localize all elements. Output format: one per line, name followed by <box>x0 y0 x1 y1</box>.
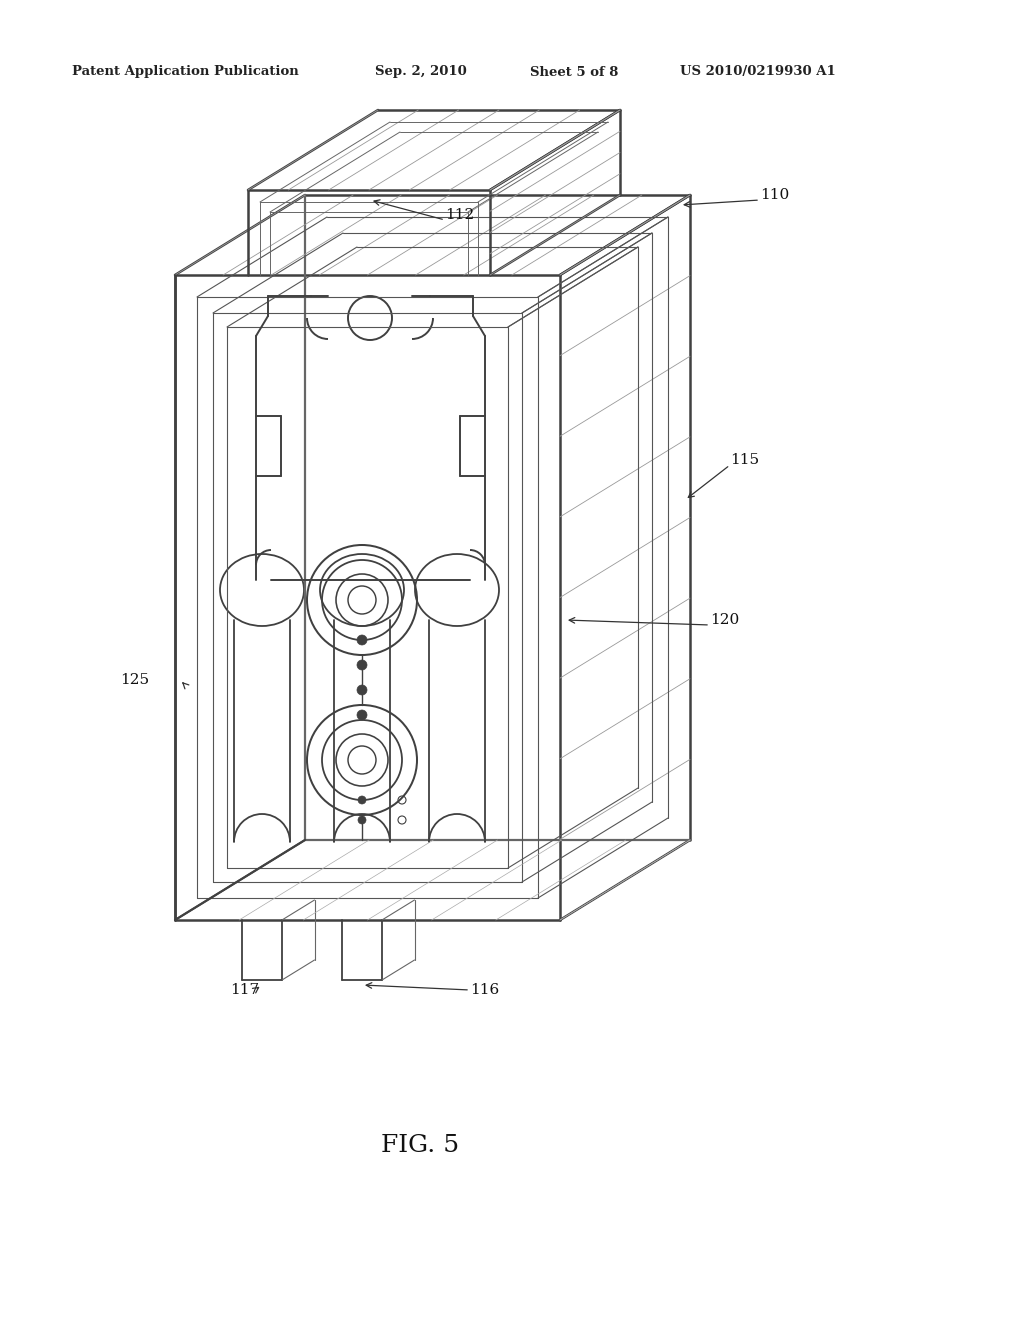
Text: 125: 125 <box>120 673 150 686</box>
Text: Sep. 2, 2010: Sep. 2, 2010 <box>375 66 467 78</box>
Circle shape <box>357 660 367 671</box>
Text: FIG. 5: FIG. 5 <box>381 1134 459 1156</box>
Circle shape <box>358 816 366 824</box>
Text: Patent Application Publication: Patent Application Publication <box>72 66 299 78</box>
Circle shape <box>357 685 367 696</box>
Text: 112: 112 <box>445 209 474 222</box>
Circle shape <box>357 710 367 719</box>
Text: 120: 120 <box>710 612 739 627</box>
Text: 115: 115 <box>730 453 759 467</box>
Text: Sheet 5 of 8: Sheet 5 of 8 <box>530 66 618 78</box>
Text: 110: 110 <box>760 187 790 202</box>
Circle shape <box>357 635 367 645</box>
Text: 117: 117 <box>230 983 259 997</box>
Text: 116: 116 <box>470 983 500 997</box>
Circle shape <box>358 796 366 804</box>
Text: US 2010/0219930 A1: US 2010/0219930 A1 <box>680 66 836 78</box>
